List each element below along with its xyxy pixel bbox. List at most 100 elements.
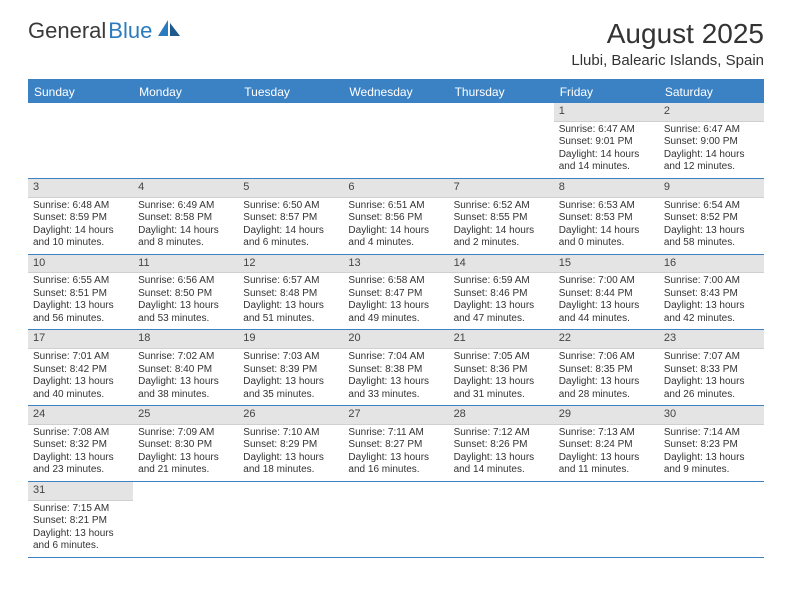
sunrise-line: Sunrise: 7:13 AM (559, 427, 654, 440)
day-header: Wednesday (343, 81, 448, 103)
daylight-line: Daylight: 13 hours and 53 minutes. (138, 300, 233, 325)
day-cell: 23Sunrise: 7:07 AMSunset: 8:33 PMDayligh… (659, 330, 764, 405)
sunrise-line: Sunrise: 6:56 AM (138, 275, 233, 288)
day-header: Tuesday (238, 81, 343, 103)
date-number: 15 (554, 255, 659, 274)
day-cell: 20Sunrise: 7:04 AMSunset: 8:38 PMDayligh… (343, 330, 448, 405)
sunset-line: Sunset: 8:53 PM (559, 212, 654, 225)
sunset-line: Sunset: 8:42 PM (33, 364, 128, 377)
header: GeneralBlue August 2025 Llubi, Balearic … (0, 0, 792, 75)
empty-cell (343, 482, 448, 557)
day-cell: 16Sunrise: 7:00 AMSunset: 8:43 PMDayligh… (659, 255, 764, 330)
empty-cell (28, 103, 133, 178)
sunset-line: Sunset: 8:56 PM (348, 212, 443, 225)
day-details: Sunrise: 6:55 AMSunset: 8:51 PMDaylight:… (28, 273, 133, 329)
date-number: 5 (238, 179, 343, 198)
date-number: 23 (659, 330, 764, 349)
sunrise-line: Sunrise: 7:11 AM (348, 427, 443, 440)
day-cell: 27Sunrise: 7:11 AMSunset: 8:27 PMDayligh… (343, 406, 448, 481)
sunrise-line: Sunrise: 7:04 AM (348, 351, 443, 364)
sunset-line: Sunset: 8:39 PM (243, 364, 338, 377)
calendar: SundayMondayTuesdayWednesdayThursdayFrid… (28, 79, 764, 558)
day-cell: 13Sunrise: 6:58 AMSunset: 8:47 PMDayligh… (343, 255, 448, 330)
empty-cell (133, 103, 238, 178)
sunrise-line: Sunrise: 6:58 AM (348, 275, 443, 288)
empty-cell (238, 482, 343, 557)
day-details: Sunrise: 6:59 AMSunset: 8:46 PMDaylight:… (449, 273, 554, 329)
sunset-line: Sunset: 8:57 PM (243, 212, 338, 225)
day-cell: 19Sunrise: 7:03 AMSunset: 8:39 PMDayligh… (238, 330, 343, 405)
daylight-line: Daylight: 13 hours and 6 minutes. (33, 528, 128, 553)
day-details: Sunrise: 6:48 AMSunset: 8:59 PMDaylight:… (28, 198, 133, 254)
day-cell: 22Sunrise: 7:06 AMSunset: 8:35 PMDayligh… (554, 330, 659, 405)
brand-logo: GeneralBlue (28, 18, 182, 44)
empty-cell (554, 482, 659, 557)
sunset-line: Sunset: 8:23 PM (664, 439, 759, 452)
day-details: Sunrise: 7:05 AMSunset: 8:36 PMDaylight:… (449, 349, 554, 405)
day-cell: 17Sunrise: 7:01 AMSunset: 8:42 PMDayligh… (28, 330, 133, 405)
day-header-row: SundayMondayTuesdayWednesdayThursdayFrid… (28, 81, 764, 103)
sunrise-line: Sunrise: 6:55 AM (33, 275, 128, 288)
day-cell: 29Sunrise: 7:13 AMSunset: 8:24 PMDayligh… (554, 406, 659, 481)
sunrise-line: Sunrise: 6:52 AM (454, 200, 549, 213)
sunrise-line: Sunrise: 7:05 AM (454, 351, 549, 364)
daylight-line: Daylight: 13 hours and 40 minutes. (33, 376, 128, 401)
sunset-line: Sunset: 8:50 PM (138, 288, 233, 301)
day-details: Sunrise: 7:00 AMSunset: 8:44 PMDaylight:… (554, 273, 659, 329)
sunset-line: Sunset: 8:27 PM (348, 439, 443, 452)
day-details: Sunrise: 6:52 AMSunset: 8:55 PMDaylight:… (449, 198, 554, 254)
empty-cell (659, 482, 764, 557)
date-number: 2 (659, 103, 764, 122)
date-number: 1 (554, 103, 659, 122)
day-details: Sunrise: 7:02 AMSunset: 8:40 PMDaylight:… (133, 349, 238, 405)
date-number: 30 (659, 406, 764, 425)
day-details: Sunrise: 6:47 AMSunset: 9:01 PMDaylight:… (554, 122, 659, 178)
date-number: 19 (238, 330, 343, 349)
day-details: Sunrise: 6:50 AMSunset: 8:57 PMDaylight:… (238, 198, 343, 254)
sunset-line: Sunset: 8:40 PM (138, 364, 233, 377)
sunrise-line: Sunrise: 6:59 AM (454, 275, 549, 288)
date-number: 27 (343, 406, 448, 425)
sunset-line: Sunset: 8:29 PM (243, 439, 338, 452)
sunrise-line: Sunrise: 7:10 AM (243, 427, 338, 440)
daylight-line: Daylight: 13 hours and 47 minutes. (454, 300, 549, 325)
date-number: 16 (659, 255, 764, 274)
date-number: 13 (343, 255, 448, 274)
day-cell: 11Sunrise: 6:56 AMSunset: 8:50 PMDayligh… (133, 255, 238, 330)
sunset-line: Sunset: 8:58 PM (138, 212, 233, 225)
date-number: 31 (28, 482, 133, 501)
sunset-line: Sunset: 8:36 PM (454, 364, 549, 377)
empty-cell (449, 103, 554, 178)
week-row: 3Sunrise: 6:48 AMSunset: 8:59 PMDaylight… (28, 179, 764, 255)
title-block: August 2025 Llubi, Balearic Islands, Spa… (571, 18, 764, 69)
date-number: 24 (28, 406, 133, 425)
empty-cell (343, 103, 448, 178)
date-number: 26 (238, 406, 343, 425)
sunrise-line: Sunrise: 6:57 AM (243, 275, 338, 288)
sunrise-line: Sunrise: 7:02 AM (138, 351, 233, 364)
daylight-line: Daylight: 13 hours and 21 minutes. (138, 452, 233, 477)
daylight-line: Daylight: 14 hours and 14 minutes. (559, 149, 654, 174)
sunset-line: Sunset: 8:44 PM (559, 288, 654, 301)
day-cell: 12Sunrise: 6:57 AMSunset: 8:48 PMDayligh… (238, 255, 343, 330)
sunset-line: Sunset: 8:46 PM (454, 288, 549, 301)
date-number: 3 (28, 179, 133, 198)
day-details: Sunrise: 7:11 AMSunset: 8:27 PMDaylight:… (343, 425, 448, 481)
day-details: Sunrise: 6:53 AMSunset: 8:53 PMDaylight:… (554, 198, 659, 254)
day-details: Sunrise: 7:04 AMSunset: 8:38 PMDaylight:… (343, 349, 448, 405)
sunrise-line: Sunrise: 6:47 AM (559, 124, 654, 137)
date-number: 7 (449, 179, 554, 198)
day-details: Sunrise: 7:15 AMSunset: 8:21 PMDaylight:… (28, 501, 133, 557)
day-cell: 15Sunrise: 7:00 AMSunset: 8:44 PMDayligh… (554, 255, 659, 330)
day-details: Sunrise: 7:10 AMSunset: 8:29 PMDaylight:… (238, 425, 343, 481)
date-number: 6 (343, 179, 448, 198)
day-details: Sunrise: 6:49 AMSunset: 8:58 PMDaylight:… (133, 198, 238, 254)
day-cell: 4Sunrise: 6:49 AMSunset: 8:58 PMDaylight… (133, 179, 238, 254)
day-cell: 10Sunrise: 6:55 AMSunset: 8:51 PMDayligh… (28, 255, 133, 330)
day-details: Sunrise: 6:51 AMSunset: 8:56 PMDaylight:… (343, 198, 448, 254)
daylight-line: Daylight: 13 hours and 56 minutes. (33, 300, 128, 325)
day-cell: 21Sunrise: 7:05 AMSunset: 8:36 PMDayligh… (449, 330, 554, 405)
daylight-line: Daylight: 14 hours and 12 minutes. (664, 149, 759, 174)
daylight-line: Daylight: 14 hours and 10 minutes. (33, 225, 128, 250)
sunrise-line: Sunrise: 6:50 AM (243, 200, 338, 213)
